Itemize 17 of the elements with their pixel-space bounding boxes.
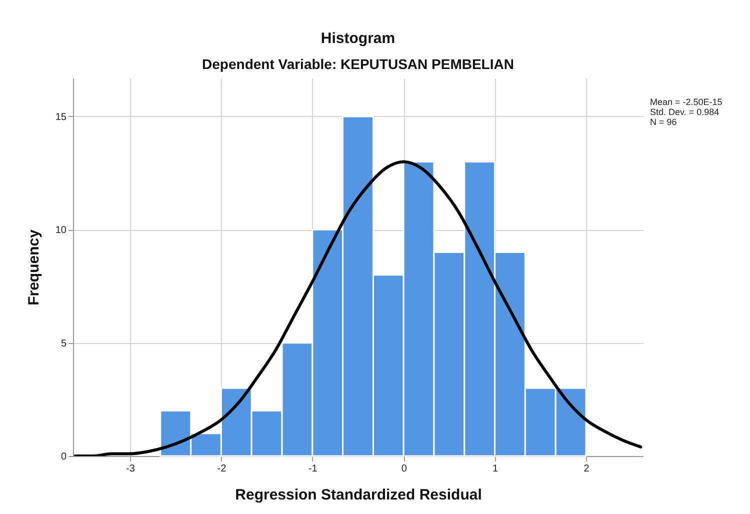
x-axis-title: Regression Standardized Residual (235, 486, 482, 504)
text: Std. Dev. = 0.984 (650, 107, 720, 117)
y-tick-label: 5 (60, 338, 67, 350)
y-axis-title: Frequency (25, 228, 42, 306)
y-tick-label: 10 (55, 225, 67, 236)
x-tick-label: 1 (492, 464, 499, 474)
x-tick-label: 2 (584, 464, 590, 474)
text: Mean = -2.50E-15 (650, 97, 722, 107)
x-tick-label: -3 (126, 464, 136, 474)
chart-title: Histogram (320, 30, 396, 47)
x-tick-label: -1 (308, 464, 318, 474)
y-tick-label: 15 (55, 112, 67, 123)
chart-subtitle: Dependent Variable: KEPUTUSAN PEMBELIAN (202, 56, 514, 72)
x-tick-label: -2 (217, 464, 227, 474)
x-tick-label: 0 (401, 464, 408, 474)
y-tick-label: 0 (60, 452, 67, 462)
text: N = 96 (650, 117, 677, 127)
